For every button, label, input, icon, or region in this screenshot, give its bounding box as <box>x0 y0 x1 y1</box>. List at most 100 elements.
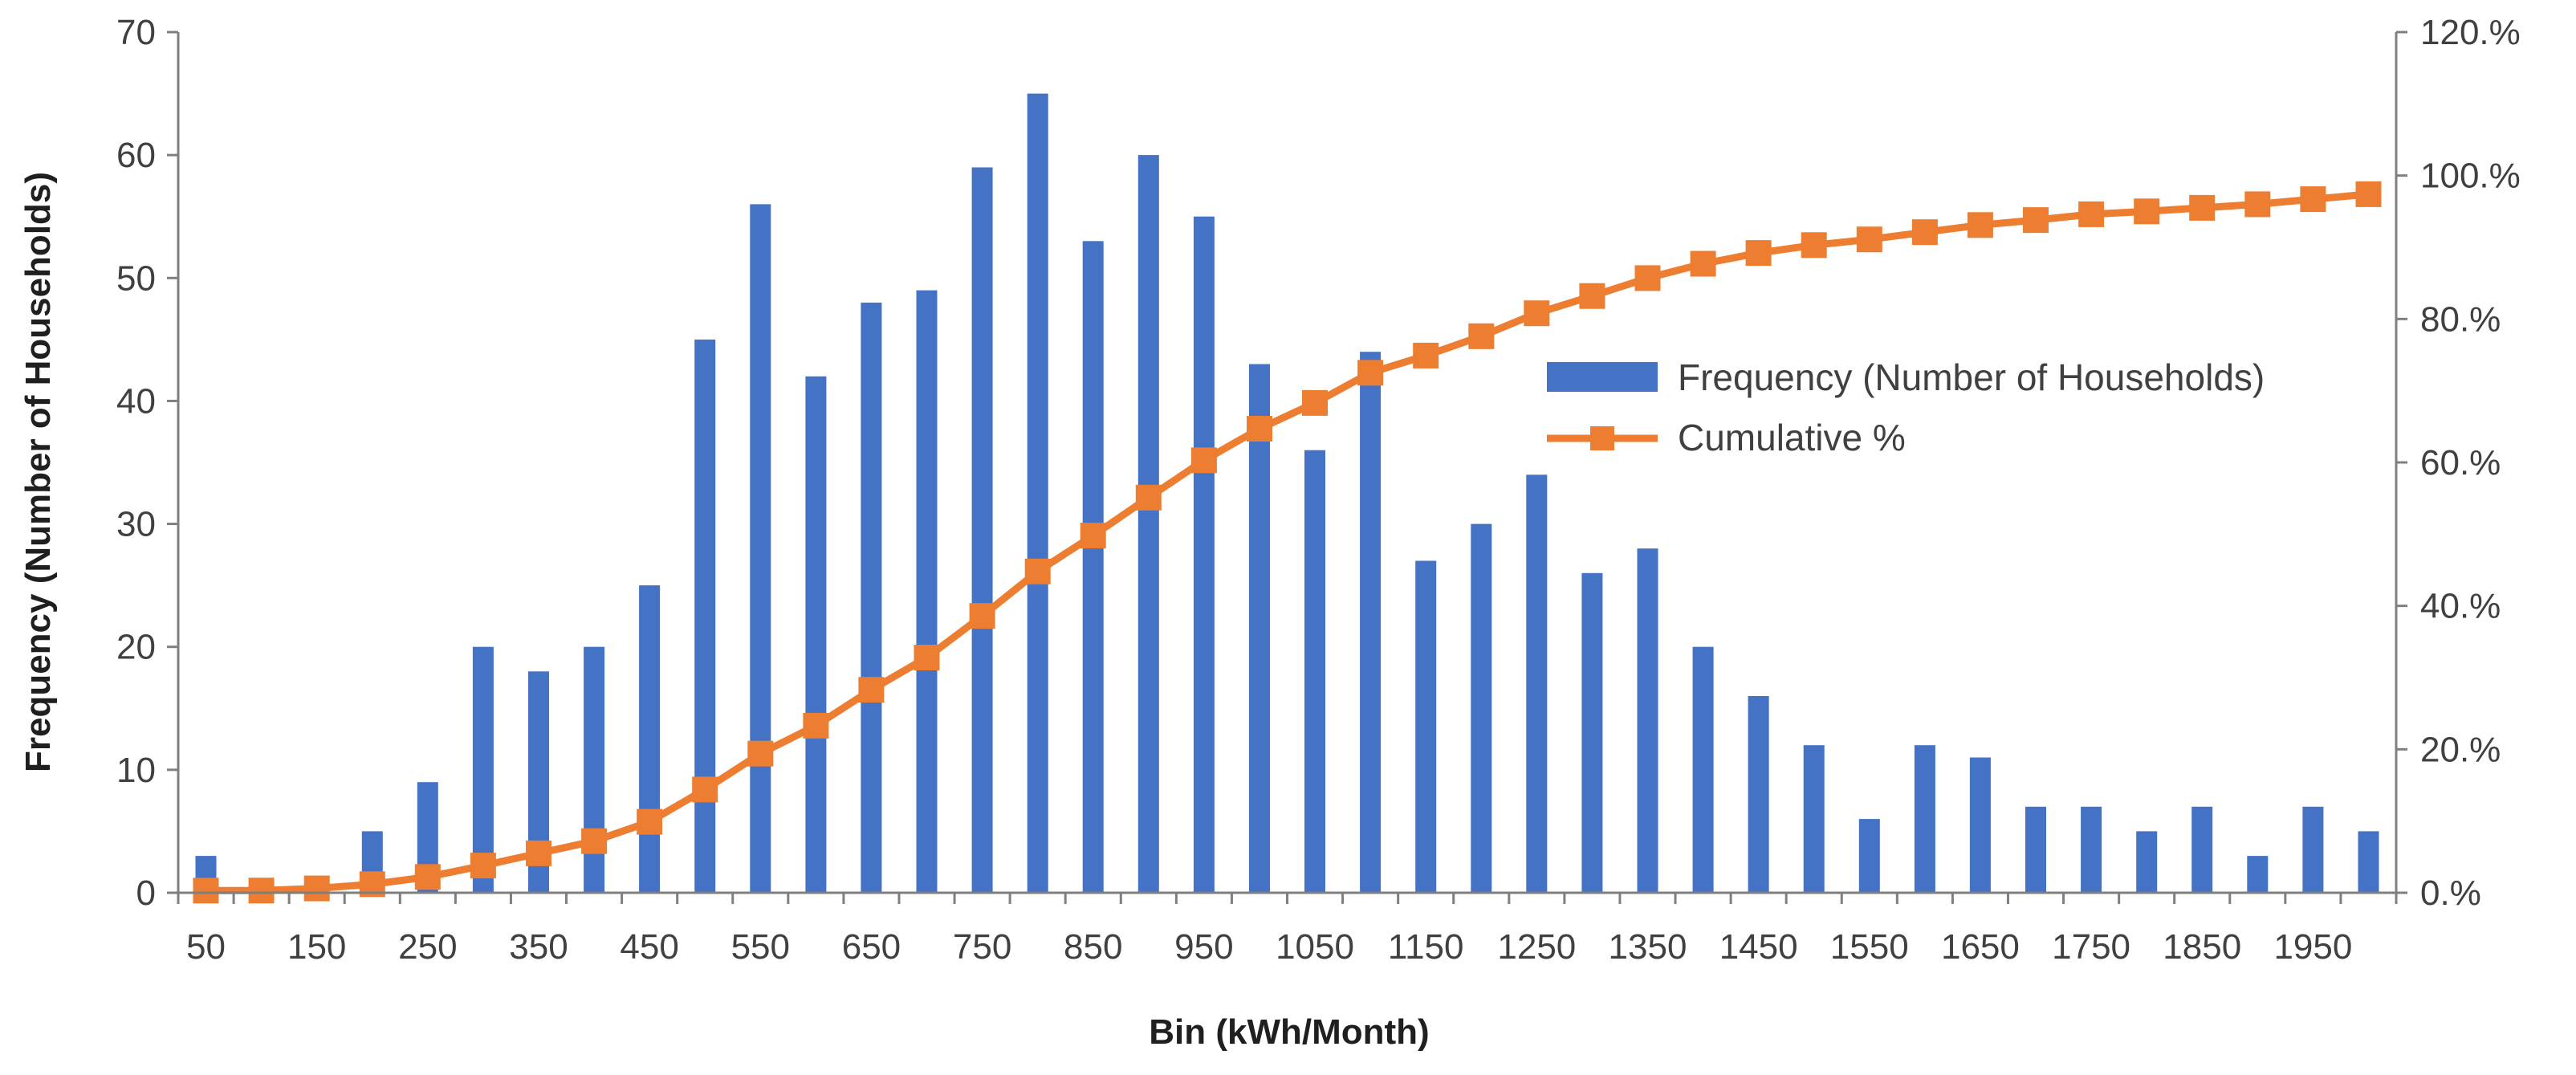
bar <box>1304 450 1325 893</box>
cumulative-point <box>858 677 885 703</box>
cumulative-point <box>581 828 608 854</box>
cumulative-point <box>692 776 718 803</box>
bar <box>916 290 938 894</box>
cumulative-point <box>1745 240 1772 267</box>
legend: Frequency (Number of Households) Cumulat… <box>1547 356 2265 458</box>
y-tick-label: 50 <box>116 259 156 298</box>
cumulative-point <box>2078 201 2105 227</box>
bar <box>1027 93 1048 894</box>
x-tick-label: 450 <box>620 927 678 967</box>
bar <box>1082 241 1104 893</box>
x-tick-label: 1450 <box>1719 927 1798 967</box>
bar <box>639 585 661 893</box>
bar <box>1193 216 1215 893</box>
bar <box>1692 646 1714 893</box>
y-tick-label: 20 <box>116 628 156 667</box>
x-tick-label: 1850 <box>2163 927 2241 967</box>
cumulative-point <box>1690 250 1716 277</box>
x-tick-label: 850 <box>1064 927 1122 967</box>
cumulative-point <box>1967 212 1993 238</box>
cumulative-point <box>1302 389 1328 416</box>
cumulative-point <box>2023 207 2049 234</box>
cumulative-point <box>193 878 219 904</box>
legend-label-cumulative: Cumulative % <box>1678 417 1906 458</box>
cumulative-point <box>1856 226 1882 253</box>
bar <box>1914 745 1935 893</box>
cumulative-point <box>2300 186 2326 213</box>
y2-tick-label: 80.% <box>2420 299 2501 339</box>
x-tick-label: 1550 <box>1830 927 1909 967</box>
cumulative-point <box>1190 447 1217 474</box>
x-tick-label: 50 <box>186 927 226 967</box>
y-tick-label: 10 <box>116 751 156 790</box>
x-tick-label: 1350 <box>1609 927 1687 967</box>
cumulative-point <box>803 712 829 739</box>
x-tick-label: 250 <box>398 927 457 967</box>
x-tick-label: 1650 <box>1941 927 2020 967</box>
cumulative-point <box>969 603 995 629</box>
bar <box>1137 155 1159 894</box>
cumulative-point <box>1080 523 1106 549</box>
y2-tick-label: 60.% <box>2420 443 2501 483</box>
x-tick-label: 950 <box>1174 927 1233 967</box>
cumulative-point <box>914 645 940 670</box>
bar <box>584 646 605 893</box>
y2-tick-label: 0.% <box>2420 873 2481 913</box>
legend-swatch-frequency <box>1547 362 1658 392</box>
y-tick-label: 0 <box>136 873 156 913</box>
x-tick-label: 1250 <box>1497 927 1576 967</box>
cumulative-point <box>2244 191 2271 218</box>
cumulative-point <box>526 840 551 866</box>
cumulative-line <box>206 190 2369 894</box>
cumulative-point <box>637 808 663 835</box>
bar <box>472 646 494 893</box>
cumulative-point <box>1801 232 1827 259</box>
cumulative-point <box>1024 558 1051 584</box>
bar <box>2025 806 2046 893</box>
x-tick-label: 1150 <box>1388 927 1464 967</box>
bar <box>1526 474 1548 893</box>
bar <box>2081 806 2102 893</box>
bar <box>1803 745 1825 893</box>
cumulative-point <box>747 740 774 767</box>
bar <box>2358 831 2379 893</box>
cumulative-point <box>414 864 441 890</box>
line-series-cumulative <box>193 181 2382 904</box>
legend-marker-cumulative <box>1590 426 1614 450</box>
bar <box>2302 806 2324 893</box>
bar <box>1581 572 1603 893</box>
bar <box>805 376 827 893</box>
cumulative-point <box>1911 219 1938 246</box>
x-tick-label: 150 <box>287 927 346 967</box>
cumulative-point <box>2355 181 2382 207</box>
bar <box>971 167 993 893</box>
bar <box>2191 806 2213 893</box>
y-tick-label: 40 <box>116 381 156 421</box>
cumulative-point <box>1357 360 1384 386</box>
cumulative-point <box>1468 323 1495 349</box>
cumulative-point <box>1135 484 1162 511</box>
y-tick-label: 60 <box>116 136 156 175</box>
cumulative-point <box>1634 265 1661 291</box>
bar <box>1858 819 1880 893</box>
bar <box>1415 560 1437 893</box>
cumulative-point <box>1413 342 1439 369</box>
x-axis-title: Bin (kWh/Month) <box>1149 1012 1429 1052</box>
cumulative-point <box>303 875 330 902</box>
bar <box>2247 856 2269 893</box>
x-tick-label: 650 <box>842 927 901 967</box>
axes: 0 10 20 30 40 50 60 70 0.% 20.% 40.% 60.% 80.% 100.% 1… <box>116 13 2521 967</box>
bar <box>694 339 716 893</box>
x-tick-label: 1950 <box>2273 927 2352 967</box>
bar <box>1471 523 1492 893</box>
cumulative-point <box>1524 300 1550 327</box>
bar <box>1360 352 1382 893</box>
cumulative-point <box>2189 194 2216 221</box>
x-tick-label: 550 <box>731 927 790 967</box>
cumulative-point <box>2134 198 2160 225</box>
x-tick-label: 750 <box>953 927 1011 967</box>
bar <box>1249 364 1270 893</box>
cumulative-point <box>1247 416 1272 442</box>
y2-tick-label: 40.% <box>2420 587 2501 626</box>
